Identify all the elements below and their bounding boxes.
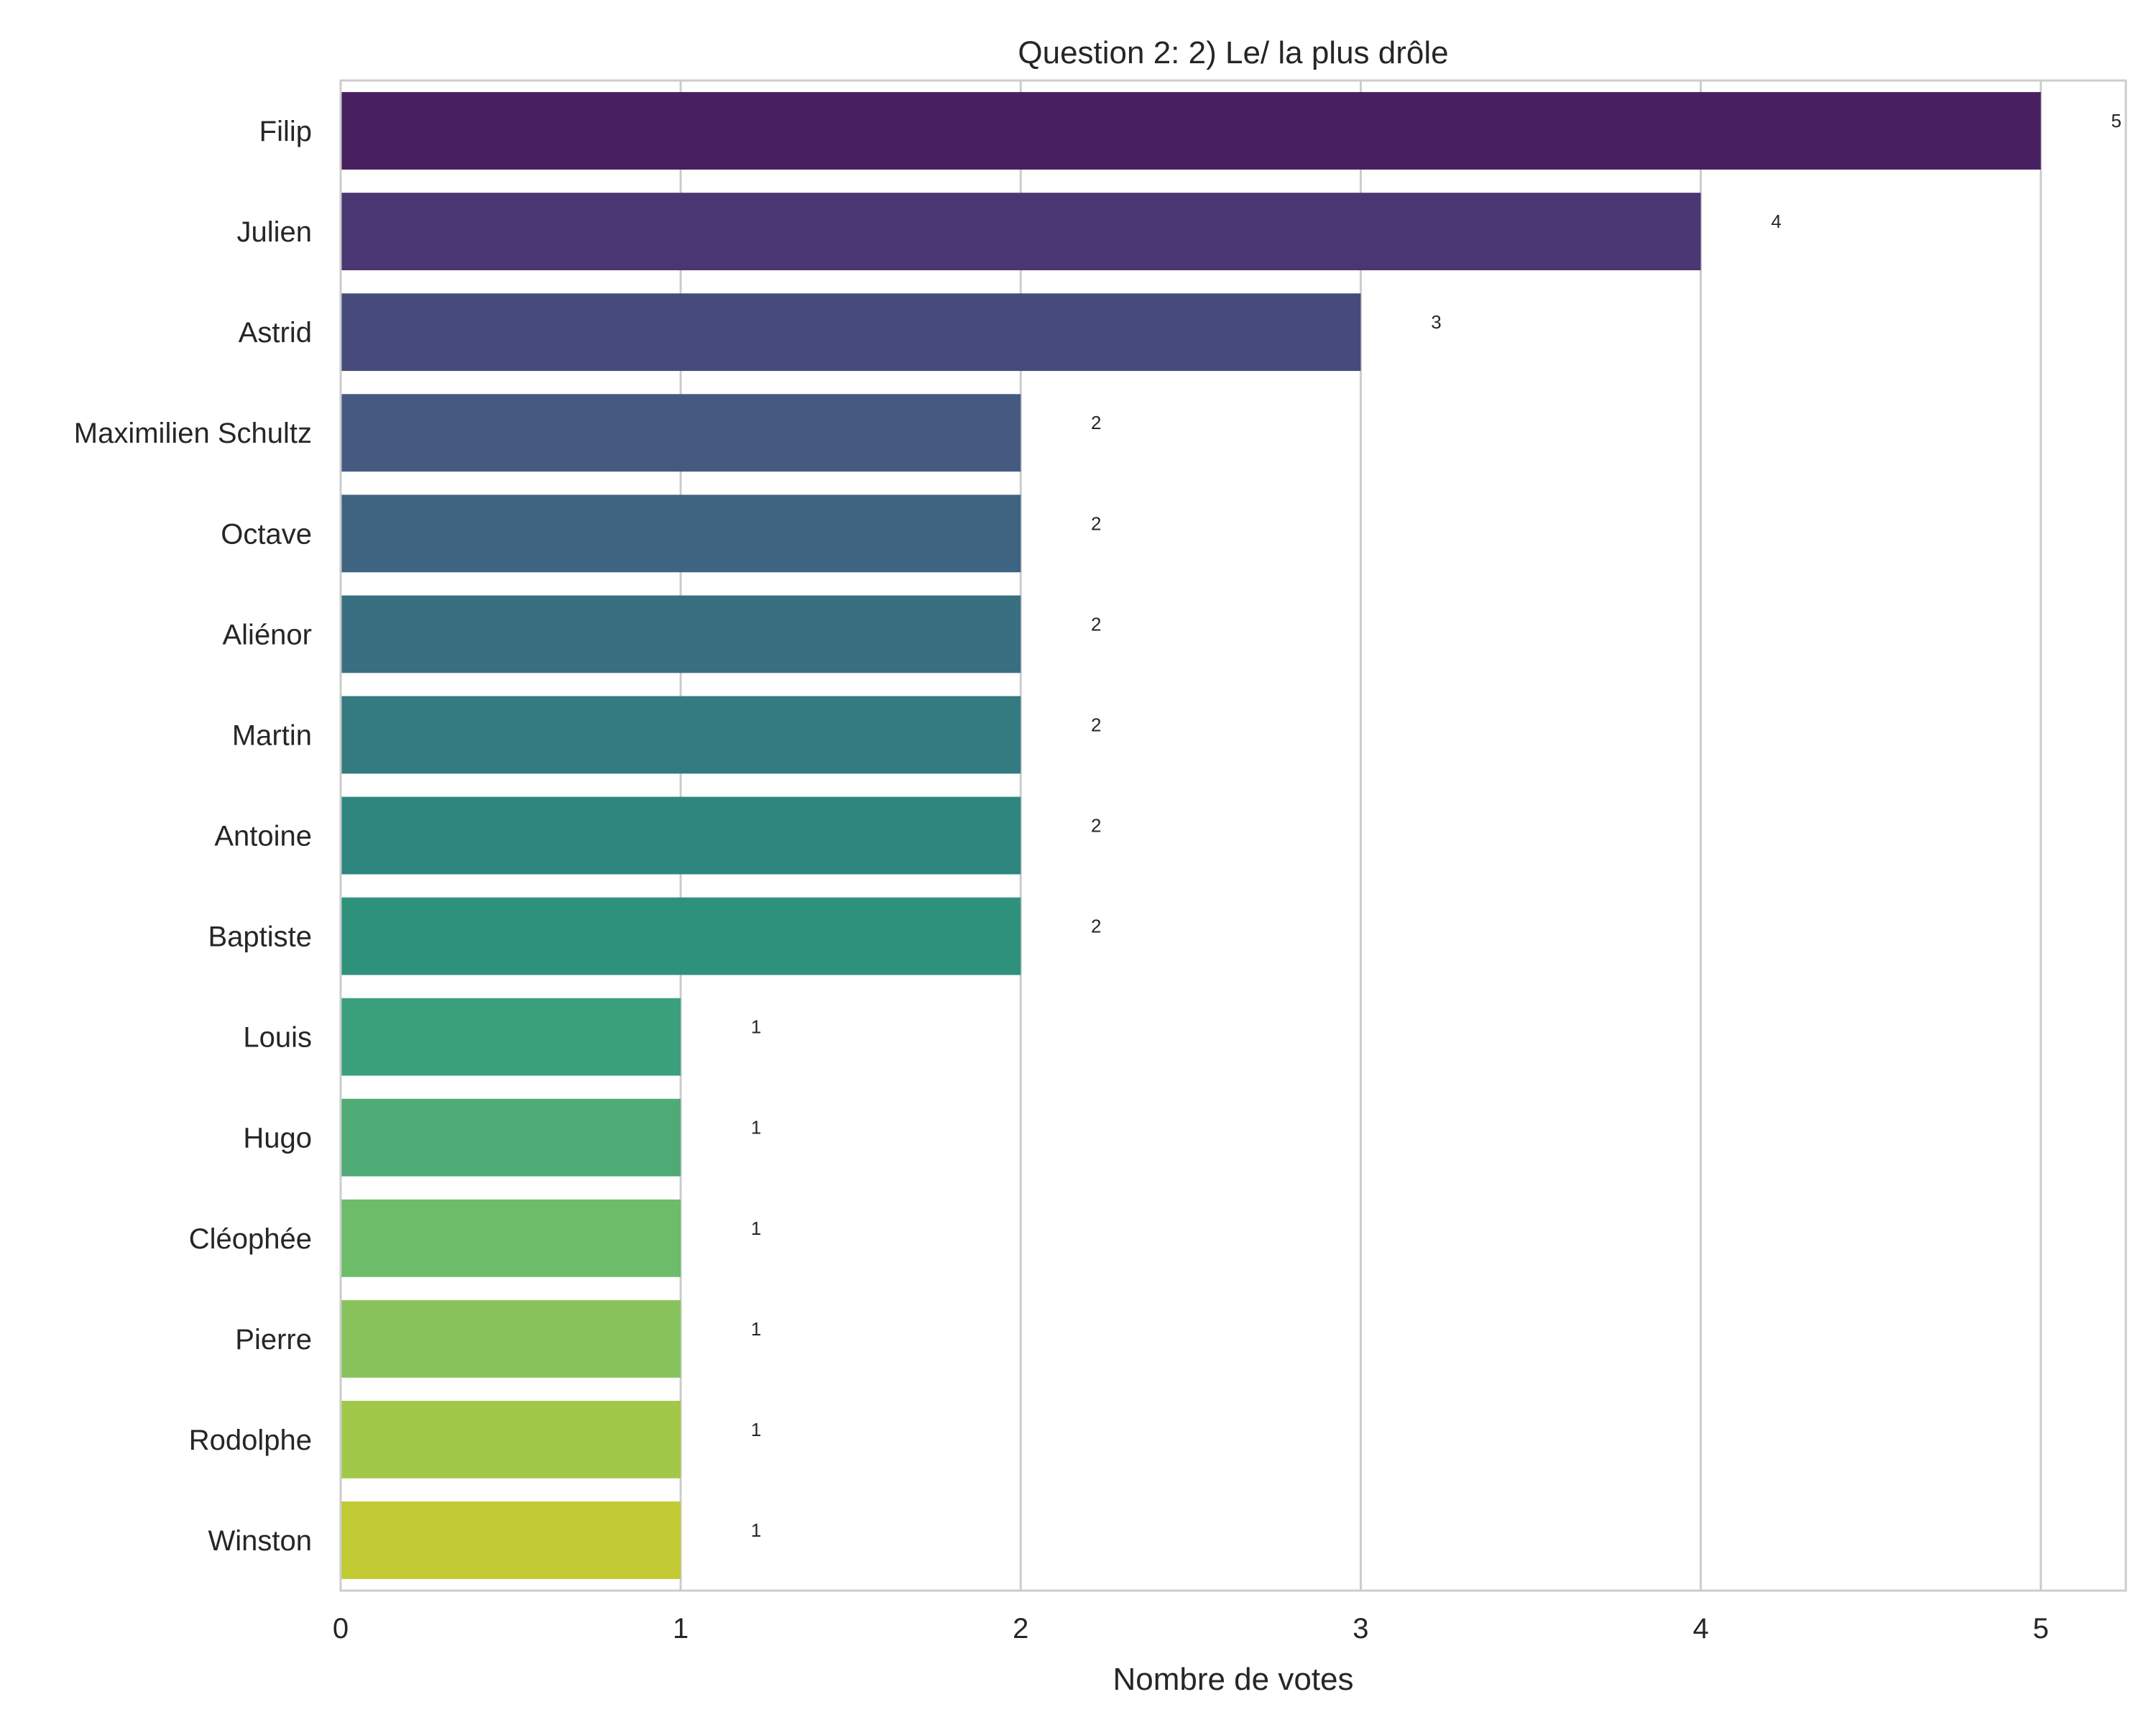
data-label: 2: [1091, 512, 1101, 534]
data-label: 4: [1771, 211, 1781, 232]
y-tick-label: Pierre: [235, 1324, 312, 1356]
bar: [341, 1098, 681, 1177]
bar: [341, 394, 1021, 472]
y-tick-label: Louis: [243, 1022, 312, 1054]
x-tick-label: 5: [2033, 1613, 2049, 1644]
data-label: 1: [751, 1419, 761, 1440]
data-label: 1: [751, 1218, 761, 1239]
y-tick-labels: Filip Julien Astrid Maximilien Schultz Octav…: [74, 116, 312, 1557]
x-tick-label: 1: [673, 1613, 688, 1644]
chart-title: Question 2: 2) Le/ la plus drôle: [1018, 35, 1448, 70]
bar: [341, 595, 1021, 673]
bar: [341, 1400, 681, 1478]
x-tick-label: 3: [1353, 1613, 1368, 1644]
bar: [341, 92, 2041, 170]
x-tick-label: 2: [1013, 1613, 1028, 1644]
y-tick-label: Filip: [259, 116, 312, 147]
y-tick-label: Aliénor: [222, 619, 312, 650]
bar: [341, 796, 1021, 875]
data-label: 1: [751, 1117, 761, 1138]
y-tick-label: Hugo: [243, 1123, 312, 1154]
data-label: 2: [1091, 714, 1101, 735]
data-label: 2: [1091, 916, 1101, 937]
plot-frame: [339, 79, 2127, 1592]
y-tick-label: Winston: [208, 1525, 313, 1557]
y-tick-label: Astrid: [239, 317, 312, 349]
data-label: 2: [1091, 613, 1101, 635]
bar: [341, 1300, 681, 1378]
bar: [341, 293, 1361, 372]
data-label: 2: [1091, 412, 1101, 433]
data-labels: 5 4 3 2 2 2 2 2 2 1 1 1 1 1 1: [751, 110, 2122, 1541]
data-label: 1: [751, 1318, 761, 1340]
data-label: 2: [1091, 815, 1101, 837]
data-label: 1: [751, 1519, 761, 1541]
y-tick-label: Rodolphe: [189, 1425, 312, 1456]
y-tick-label: Antoine: [214, 821, 312, 852]
data-label: 3: [1431, 311, 1441, 333]
bar: [341, 897, 1021, 975]
y-tick-label: Cléophée: [189, 1223, 312, 1255]
x-tick-label: 0: [333, 1613, 349, 1644]
y-tick-label: Martin: [232, 719, 312, 751]
x-axis-label: Nombre de votes: [1112, 1662, 1353, 1697]
data-label: 5: [2111, 110, 2121, 132]
bar: [341, 696, 1021, 774]
y-tick-label: Baptiste: [208, 921, 312, 953]
bar: [341, 193, 1701, 271]
y-tick-label: Octave: [221, 518, 312, 550]
x-tick-labels: 0 1 2 3 4 5: [333, 1613, 2049, 1644]
x-tick-label: 4: [1692, 1613, 1708, 1644]
y-tick-label: Maximilien Schultz: [74, 418, 312, 449]
y-tick-label: Julien: [236, 216, 312, 248]
bar: [341, 1199, 681, 1277]
data-label: 1: [751, 1016, 761, 1038]
bar: [341, 494, 1021, 573]
bars: [341, 92, 2041, 1579]
bar: [341, 998, 681, 1076]
bar: [341, 1501, 681, 1579]
